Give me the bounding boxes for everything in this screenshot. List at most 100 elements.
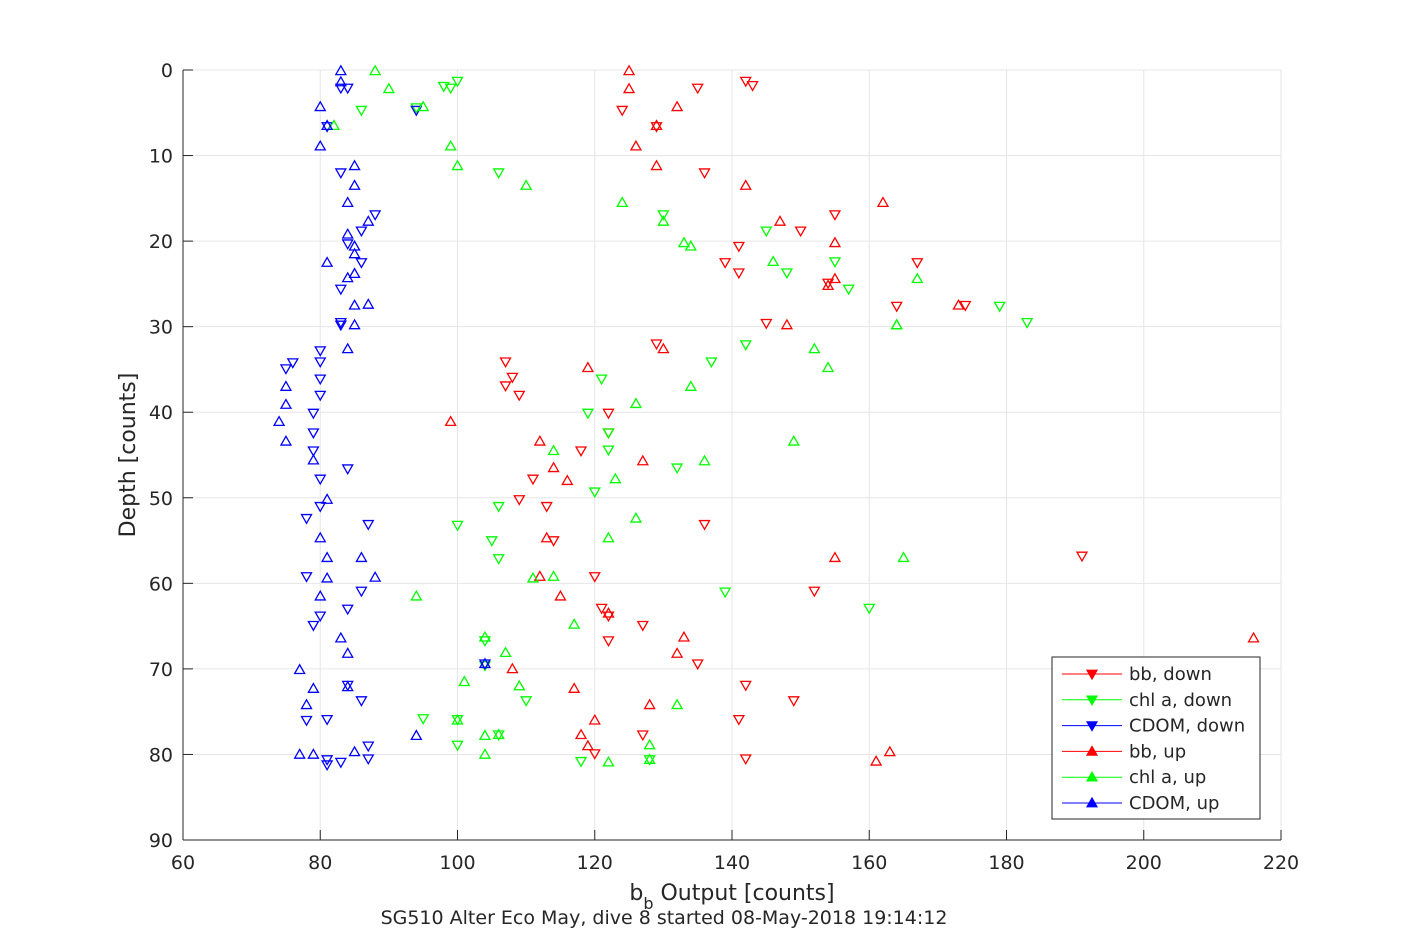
marker-bb-up xyxy=(677,630,691,642)
marker-bb-down xyxy=(787,696,800,707)
marker-chl-a-down xyxy=(574,756,588,768)
marker-cdom-up xyxy=(314,100,327,112)
y-tick-label: 40 xyxy=(149,402,173,424)
marker-chl-a-down xyxy=(520,696,533,707)
marker-cdom-down xyxy=(369,210,382,221)
marker-bb-up xyxy=(540,531,553,543)
legend-label: chl a, up xyxy=(1129,767,1206,788)
y-tick-label: 20 xyxy=(149,231,173,253)
marker-chl-a-up xyxy=(643,753,656,764)
marker-cdom-down xyxy=(314,390,327,402)
marker-cdom-up xyxy=(341,342,354,354)
marker-bb-up xyxy=(883,745,896,757)
marker-chl-a-down xyxy=(581,408,595,420)
marker-bb-up xyxy=(876,196,890,208)
legend-label: bb, down xyxy=(1129,664,1212,685)
marker-bb-up xyxy=(602,606,615,618)
marker-cdom-up xyxy=(348,159,361,171)
marker-chl-a-up xyxy=(451,713,464,725)
marker-cdom-up xyxy=(362,215,375,226)
legend-label: chl a, down xyxy=(1129,690,1232,711)
legend-marker xyxy=(1085,745,1099,756)
legend-marker xyxy=(1085,669,1099,681)
legend-marker xyxy=(1085,796,1099,808)
marker-chl-a-down xyxy=(760,226,773,238)
marker-chl-a-down xyxy=(842,284,855,296)
marker-cdom-down xyxy=(314,611,327,623)
marker-chl-a-up xyxy=(327,119,341,131)
marker-chl-a-down xyxy=(705,357,718,369)
marker-chl-a-up xyxy=(444,139,457,151)
y-tick-label: 10 xyxy=(149,146,173,168)
marker-chl-a-up xyxy=(616,196,629,208)
marker-cdom-up xyxy=(341,227,354,239)
marker-chl-a-up xyxy=(677,236,691,248)
marker-cdom-up xyxy=(348,745,361,757)
marker-cdom-down xyxy=(314,357,327,369)
marker-cdom-up xyxy=(341,680,354,692)
marker-bb-down xyxy=(602,636,615,647)
marker-bb-down xyxy=(595,603,608,615)
marker-chl-a-down xyxy=(478,661,492,672)
marker-cdom-down xyxy=(320,714,334,726)
marker-cdom-up xyxy=(341,196,354,208)
marker-cdom-down xyxy=(334,757,347,769)
marker-cdom-down xyxy=(362,741,375,753)
marker-chl-a-up xyxy=(499,646,512,658)
chart-subtitle: SG510 Alter Eco May, dive 8 started 08-M… xyxy=(381,907,948,929)
marker-bb-down xyxy=(540,501,553,513)
marker-chl-a-down xyxy=(492,168,505,179)
marker-bb-up xyxy=(650,119,663,131)
marker-cdom-down xyxy=(334,83,347,95)
marker-cdom-up xyxy=(341,647,354,658)
marker-cdom-down xyxy=(307,408,320,420)
marker-cdom-down xyxy=(334,284,347,296)
marker-chl-a-down xyxy=(492,501,505,513)
marker-chl-a-up xyxy=(657,215,670,226)
marker-cdom-down xyxy=(314,374,327,386)
marker-bb-down xyxy=(794,226,807,238)
marker-bb-up xyxy=(780,318,794,330)
x-tick-label: 100 xyxy=(439,852,475,874)
marker-chl-a-up xyxy=(767,255,780,267)
marker-cdom-up xyxy=(320,493,334,504)
marker-cdom-down xyxy=(355,586,368,598)
marker-cdom-down xyxy=(307,428,320,440)
marker-bb-up xyxy=(574,728,588,740)
x-tick-label: 120 xyxy=(577,852,613,874)
marker-bb-down xyxy=(650,339,663,351)
marker-chl-a-down xyxy=(588,487,601,499)
marker-chl-a-down xyxy=(739,340,752,351)
marker-chl-a-up xyxy=(609,472,622,484)
marker-bb-down xyxy=(636,620,649,632)
marker-bb-up xyxy=(650,159,663,171)
marker-chl-a-down xyxy=(595,374,608,386)
marker-chl-a-up xyxy=(478,729,492,741)
x-axis-label-subscript: b xyxy=(643,894,653,913)
marker-cdom-down xyxy=(314,346,327,357)
marker-cdom-down xyxy=(341,239,354,250)
x-tick-label: 180 xyxy=(988,852,1024,874)
marker-bb-up xyxy=(828,272,842,284)
marker-cdom-up xyxy=(348,247,361,259)
marker-cdom-up xyxy=(307,682,320,693)
x-tick-label: 60 xyxy=(171,852,195,874)
marker-chl-a-up xyxy=(458,675,471,687)
marker-cdom-up xyxy=(293,748,306,759)
marker-cdom-down xyxy=(300,572,313,583)
marker-chl-a-up xyxy=(897,551,910,563)
marker-bb-down xyxy=(513,495,526,506)
x-tick-label: 140 xyxy=(714,852,750,874)
marker-chl-a-down xyxy=(1020,317,1034,329)
marker-bb-up xyxy=(670,100,684,112)
marker-bb-down xyxy=(698,519,711,531)
marker-bb-down xyxy=(602,408,615,420)
x-tick-label: 80 xyxy=(308,852,332,874)
x-axis-label: bb Output [counts] xyxy=(629,881,834,913)
plot-area: 60 80 100 120 140 160 180 200 220 0 10 20 30 40 50 60 70… xyxy=(149,60,1299,874)
marker-chl-a-down xyxy=(417,714,430,725)
x-axis-label-main: b xyxy=(629,881,643,906)
marker-bb-down xyxy=(739,754,752,766)
marker-bb-down xyxy=(650,122,663,133)
marker-chl-a-up xyxy=(643,738,656,750)
